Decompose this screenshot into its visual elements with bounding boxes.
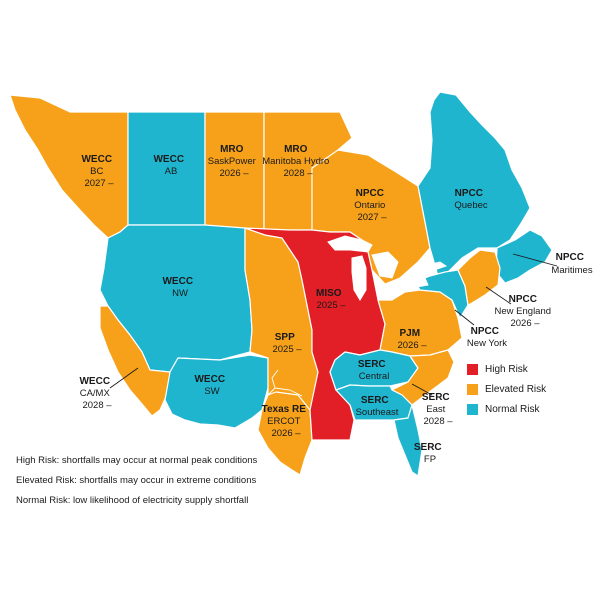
leader-npcc-maritimes [512,253,558,267]
label-npcc-quebec: NPCC Quebec [454,183,488,211]
label-serc-fp: SERC FP [414,437,446,465]
label-texas-re: Texas RE ERCOT 2026 – [262,399,311,439]
leader-wecc-camx [109,367,139,389]
region-wecc-camx [99,305,171,417]
region-wecc-sw [164,354,269,429]
legend-label-high: High Risk [485,364,528,375]
note-high-risk: High Risk: shortfalls may occur at norma… [16,455,258,466]
label-mro-manitoba: MRO Manitoba Hydro 2028 – [262,139,334,179]
legend-label-elevated: Elevated Risk [485,384,547,395]
label-serc-southeast: SERC Southeast [356,390,399,418]
leader-npcc-new-york [454,309,475,326]
note-normal-risk: Normal Risk: low likelihood of electrici… [16,495,249,506]
region-wecc-bc [9,94,129,239]
region-texas-re [257,391,313,476]
region-serc-central [329,349,419,391]
leader-npcc-new-england [485,286,512,305]
leader-serc-east [411,383,433,396]
legend-label-normal: Normal Risk [485,404,540,415]
region-npcc-new-england [457,249,501,306]
note-elevated-risk: Elevated Risk: shortfalls may occur in e… [16,475,257,486]
legend-swatch-elevated [467,384,478,395]
great-lakes [327,235,448,301]
label-wecc-bc: WECC BC 2027 – [81,149,116,189]
legend-item-high: High Risk [467,364,528,375]
region-serc-east [391,349,455,406]
label-wecc-sw: WECC SW [194,369,229,397]
label-npcc-maritimes: NPCC Maritimes [551,247,592,276]
label-mro-saskpower: MRO SaskPower 2026 – [208,139,261,179]
texas-subregion-lines [267,369,303,397]
legend-item-elevated: Elevated Risk [467,384,546,395]
label-serc-central: SERC Central [358,354,390,382]
label-serc-east: SERC East 2028 – [422,387,454,427]
label-npcc-new-york: NPCC New York [467,321,507,349]
legend-swatch-normal [467,404,478,415]
label-npcc-ontario: NPCC Ontario 2027 – [354,183,390,223]
region-npcc-maritimes [495,229,553,284]
label-pjm: PJM 2026 – [397,323,427,351]
label-wecc-camx: WECC CA/MX 2028 – [79,371,114,411]
label-spp: SPP 2025 – [272,327,302,355]
region-serc-fp [393,404,423,477]
legend-item-normal: Normal Risk [467,404,539,415]
label-wecc-nw: WECC NW [162,271,197,299]
label-miso: MISO 2025 – [316,283,346,311]
label-npcc-new-england: NPCC New England 2026 – [495,289,556,329]
label-wecc-ab: WECC AB [153,149,188,177]
legend-swatch-high [467,364,478,375]
